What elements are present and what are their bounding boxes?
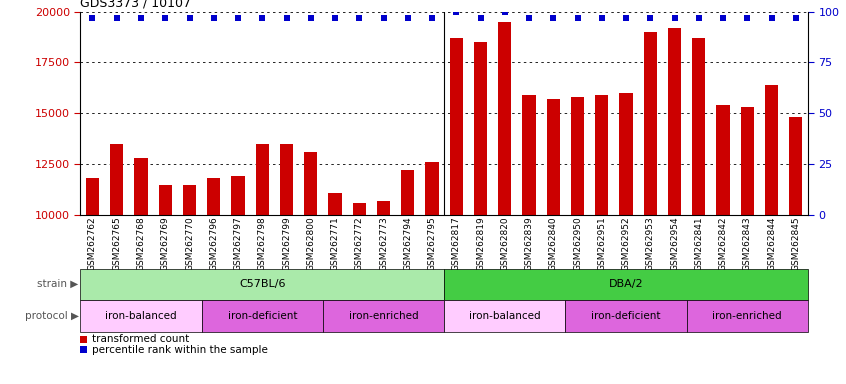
Bar <box>474 42 487 215</box>
Text: transformed count: transformed count <box>91 334 189 344</box>
Bar <box>376 201 390 215</box>
Bar <box>135 158 148 215</box>
Bar <box>328 193 342 215</box>
Bar <box>765 85 778 215</box>
Text: protocol ▶: protocol ▶ <box>25 311 79 321</box>
Point <box>328 15 342 21</box>
Bar <box>255 144 269 215</box>
Bar <box>231 176 244 215</box>
Point <box>789 15 803 21</box>
Bar <box>789 118 803 215</box>
Point <box>522 15 536 21</box>
Point <box>135 15 148 21</box>
Bar <box>280 144 294 215</box>
Text: strain ▶: strain ▶ <box>37 279 79 289</box>
Bar <box>201 300 323 332</box>
Point <box>765 15 778 21</box>
Point <box>498 8 512 15</box>
Bar <box>207 179 221 215</box>
Point <box>280 15 294 21</box>
Point <box>595 15 608 21</box>
Point <box>353 15 366 21</box>
Point <box>717 15 730 21</box>
Point <box>231 15 244 21</box>
Text: iron-balanced: iron-balanced <box>469 311 541 321</box>
Bar <box>547 99 560 215</box>
Point <box>183 15 196 21</box>
Bar <box>449 38 463 215</box>
Bar <box>740 107 754 215</box>
Point <box>547 15 560 21</box>
Bar <box>498 22 512 215</box>
Point <box>692 15 706 21</box>
Bar <box>522 95 536 215</box>
Point <box>474 15 487 21</box>
Bar <box>717 105 730 215</box>
Point <box>571 15 585 21</box>
Text: iron-enriched: iron-enriched <box>712 311 782 321</box>
Bar <box>595 95 608 215</box>
Point <box>619 15 633 21</box>
Point <box>449 8 463 15</box>
Bar <box>444 269 808 300</box>
Text: iron-deficient: iron-deficient <box>228 311 297 321</box>
Text: DBA/2: DBA/2 <box>609 279 643 289</box>
Bar <box>619 93 633 215</box>
Text: percentile rank within the sample: percentile rank within the sample <box>91 345 267 355</box>
Bar <box>565 300 687 332</box>
Text: iron-enriched: iron-enriched <box>349 311 418 321</box>
Text: GDS3373 / 10107: GDS3373 / 10107 <box>80 0 191 10</box>
Point <box>158 15 172 21</box>
Bar <box>426 162 439 215</box>
Bar <box>667 28 681 215</box>
Point <box>426 15 439 21</box>
Point <box>207 15 221 21</box>
Bar <box>692 38 706 215</box>
Point <box>376 15 390 21</box>
Bar <box>687 300 808 332</box>
Point <box>667 15 681 21</box>
Bar <box>571 97 585 215</box>
Bar <box>85 179 99 215</box>
Bar <box>444 300 565 332</box>
Bar <box>401 170 415 215</box>
Bar <box>353 203 366 215</box>
Text: iron-deficient: iron-deficient <box>591 311 661 321</box>
Point <box>740 15 754 21</box>
Bar <box>644 32 657 215</box>
Point <box>401 15 415 21</box>
Bar <box>304 152 317 215</box>
Point <box>110 15 124 21</box>
Point <box>644 15 657 21</box>
Point <box>85 15 99 21</box>
Bar <box>80 300 201 332</box>
Point <box>304 15 317 21</box>
Bar <box>183 185 196 215</box>
Bar <box>323 300 444 332</box>
Text: C57BL/6: C57BL/6 <box>239 279 285 289</box>
Text: iron-balanced: iron-balanced <box>105 311 177 321</box>
Point <box>255 15 269 21</box>
Bar <box>80 269 444 300</box>
Bar <box>110 144 124 215</box>
Bar <box>158 185 172 215</box>
